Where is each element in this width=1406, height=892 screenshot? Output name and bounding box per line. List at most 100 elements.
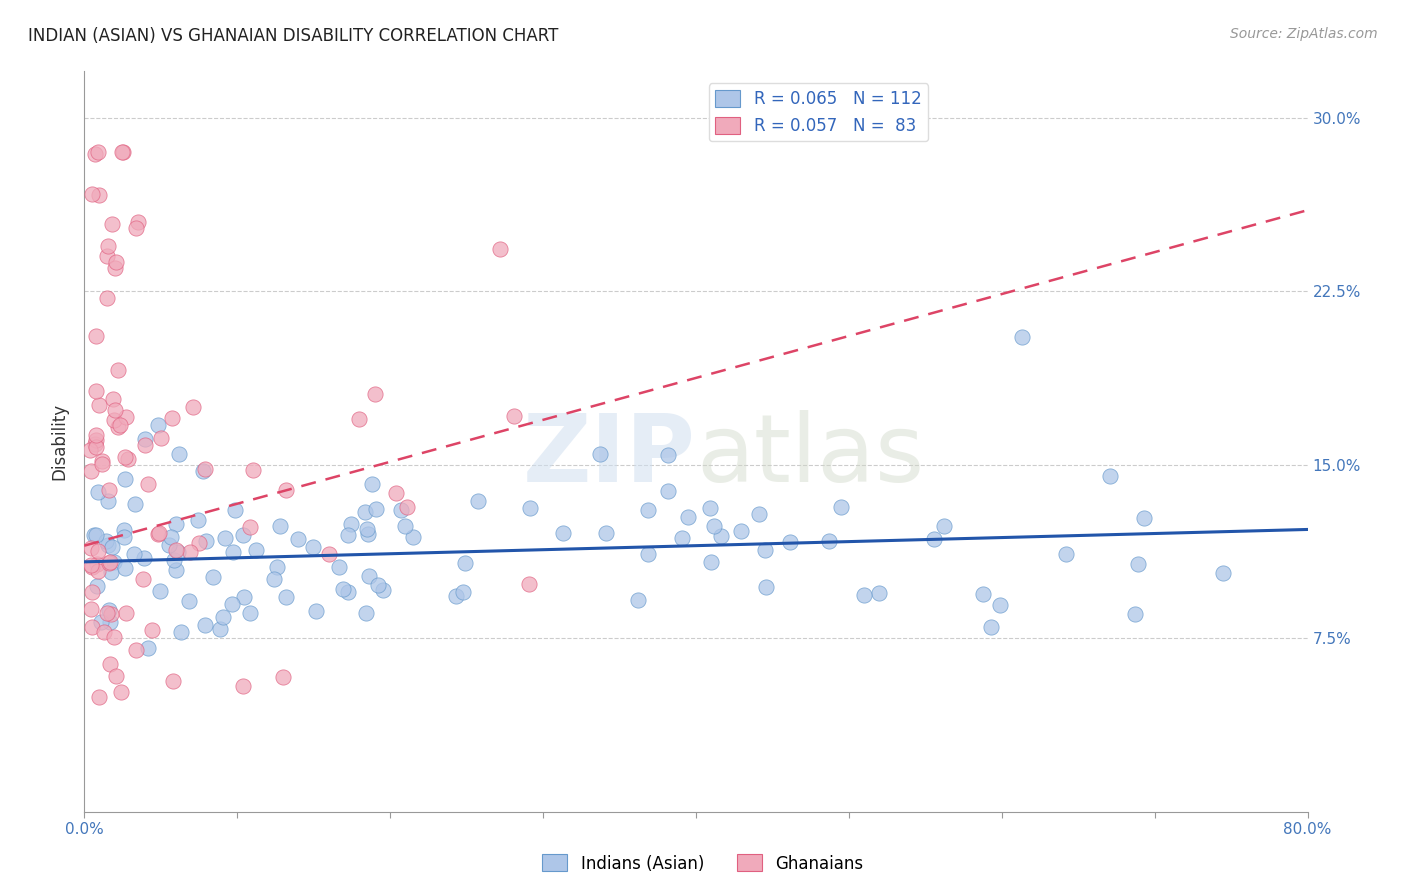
Point — [170, 625, 193, 640]
Point — [328, 559, 350, 574]
Point — [1212, 566, 1234, 580]
Point — [125, 643, 148, 657]
Point — [86, 579, 108, 593]
Point — [177, 593, 200, 607]
Point — [209, 622, 232, 636]
Point — [80, 620, 103, 634]
Point — [165, 543, 187, 558]
Point — [517, 577, 540, 591]
Point — [972, 587, 994, 601]
Point — [124, 497, 146, 511]
Point — [117, 452, 139, 467]
Point — [1133, 511, 1156, 525]
Point — [83, 528, 105, 542]
Point — [627, 593, 650, 607]
Point — [868, 586, 890, 600]
Point — [340, 516, 363, 531]
Point — [212, 610, 235, 624]
Point — [830, 500, 852, 514]
Text: Source: ZipAtlas.com: Source: ZipAtlas.com — [1230, 27, 1378, 41]
Point — [80, 585, 103, 599]
Point — [1126, 557, 1149, 571]
Point — [266, 560, 288, 574]
Point — [988, 598, 1011, 612]
Point — [354, 606, 377, 620]
Point — [699, 501, 721, 516]
Point — [107, 362, 129, 376]
Point — [748, 507, 770, 521]
Point — [676, 509, 699, 524]
Point — [779, 535, 801, 549]
Point — [86, 329, 108, 343]
Point — [703, 519, 725, 533]
Point — [149, 584, 172, 599]
Point — [222, 544, 245, 558]
Point — [97, 494, 120, 508]
Point — [104, 403, 127, 417]
Point — [90, 458, 112, 472]
Point — [1123, 607, 1146, 621]
Point — [239, 606, 262, 620]
Point — [637, 547, 659, 561]
Point — [194, 617, 217, 632]
Point — [86, 528, 108, 542]
Point — [232, 590, 254, 604]
Point — [700, 555, 723, 569]
Point — [245, 543, 267, 558]
Point — [451, 584, 474, 599]
Point — [93, 625, 115, 640]
Point — [79, 464, 101, 478]
Y-axis label: Disability: Disability — [51, 403, 69, 480]
Point — [100, 565, 122, 579]
Point — [385, 486, 408, 500]
Point — [84, 440, 107, 454]
Point — [276, 483, 298, 497]
Point — [165, 517, 187, 532]
Point — [160, 530, 183, 544]
Text: INDIAN (ASIAN) VS GHANAIAN DISABILITY CORRELATION CHART: INDIAN (ASIAN) VS GHANAIAN DISABILITY CO… — [28, 27, 558, 45]
Text: ZIP: ZIP — [523, 410, 696, 502]
Point — [86, 145, 108, 160]
Point — [187, 513, 209, 527]
Point — [115, 607, 138, 621]
Point — [657, 448, 679, 462]
Point — [194, 533, 217, 548]
Point — [80, 187, 103, 202]
Point — [136, 476, 159, 491]
Point — [221, 598, 243, 612]
Point — [84, 384, 107, 399]
Point — [336, 528, 359, 542]
Point — [148, 417, 170, 432]
Point — [103, 630, 125, 644]
Point — [162, 674, 184, 689]
Point — [924, 533, 946, 547]
Point — [96, 607, 118, 621]
Point — [112, 530, 135, 544]
Point — [402, 530, 425, 544]
Point — [87, 564, 110, 578]
Point — [305, 604, 328, 618]
Point — [165, 563, 187, 577]
Point — [80, 601, 103, 615]
Point — [157, 538, 180, 552]
Point — [79, 541, 101, 555]
Point — [373, 583, 395, 598]
Point — [179, 545, 201, 559]
Point — [232, 679, 254, 693]
Point — [134, 432, 156, 446]
Point — [454, 556, 477, 570]
Point — [395, 500, 418, 514]
Point — [187, 536, 209, 550]
Point — [269, 519, 291, 533]
Point — [87, 485, 110, 500]
Point — [103, 555, 125, 569]
Point — [657, 484, 679, 499]
Point — [84, 433, 107, 447]
Point — [111, 145, 134, 160]
Point — [1011, 330, 1033, 344]
Point — [96, 291, 118, 305]
Point — [389, 503, 412, 517]
Point — [134, 438, 156, 452]
Point — [148, 527, 170, 541]
Point — [166, 545, 188, 559]
